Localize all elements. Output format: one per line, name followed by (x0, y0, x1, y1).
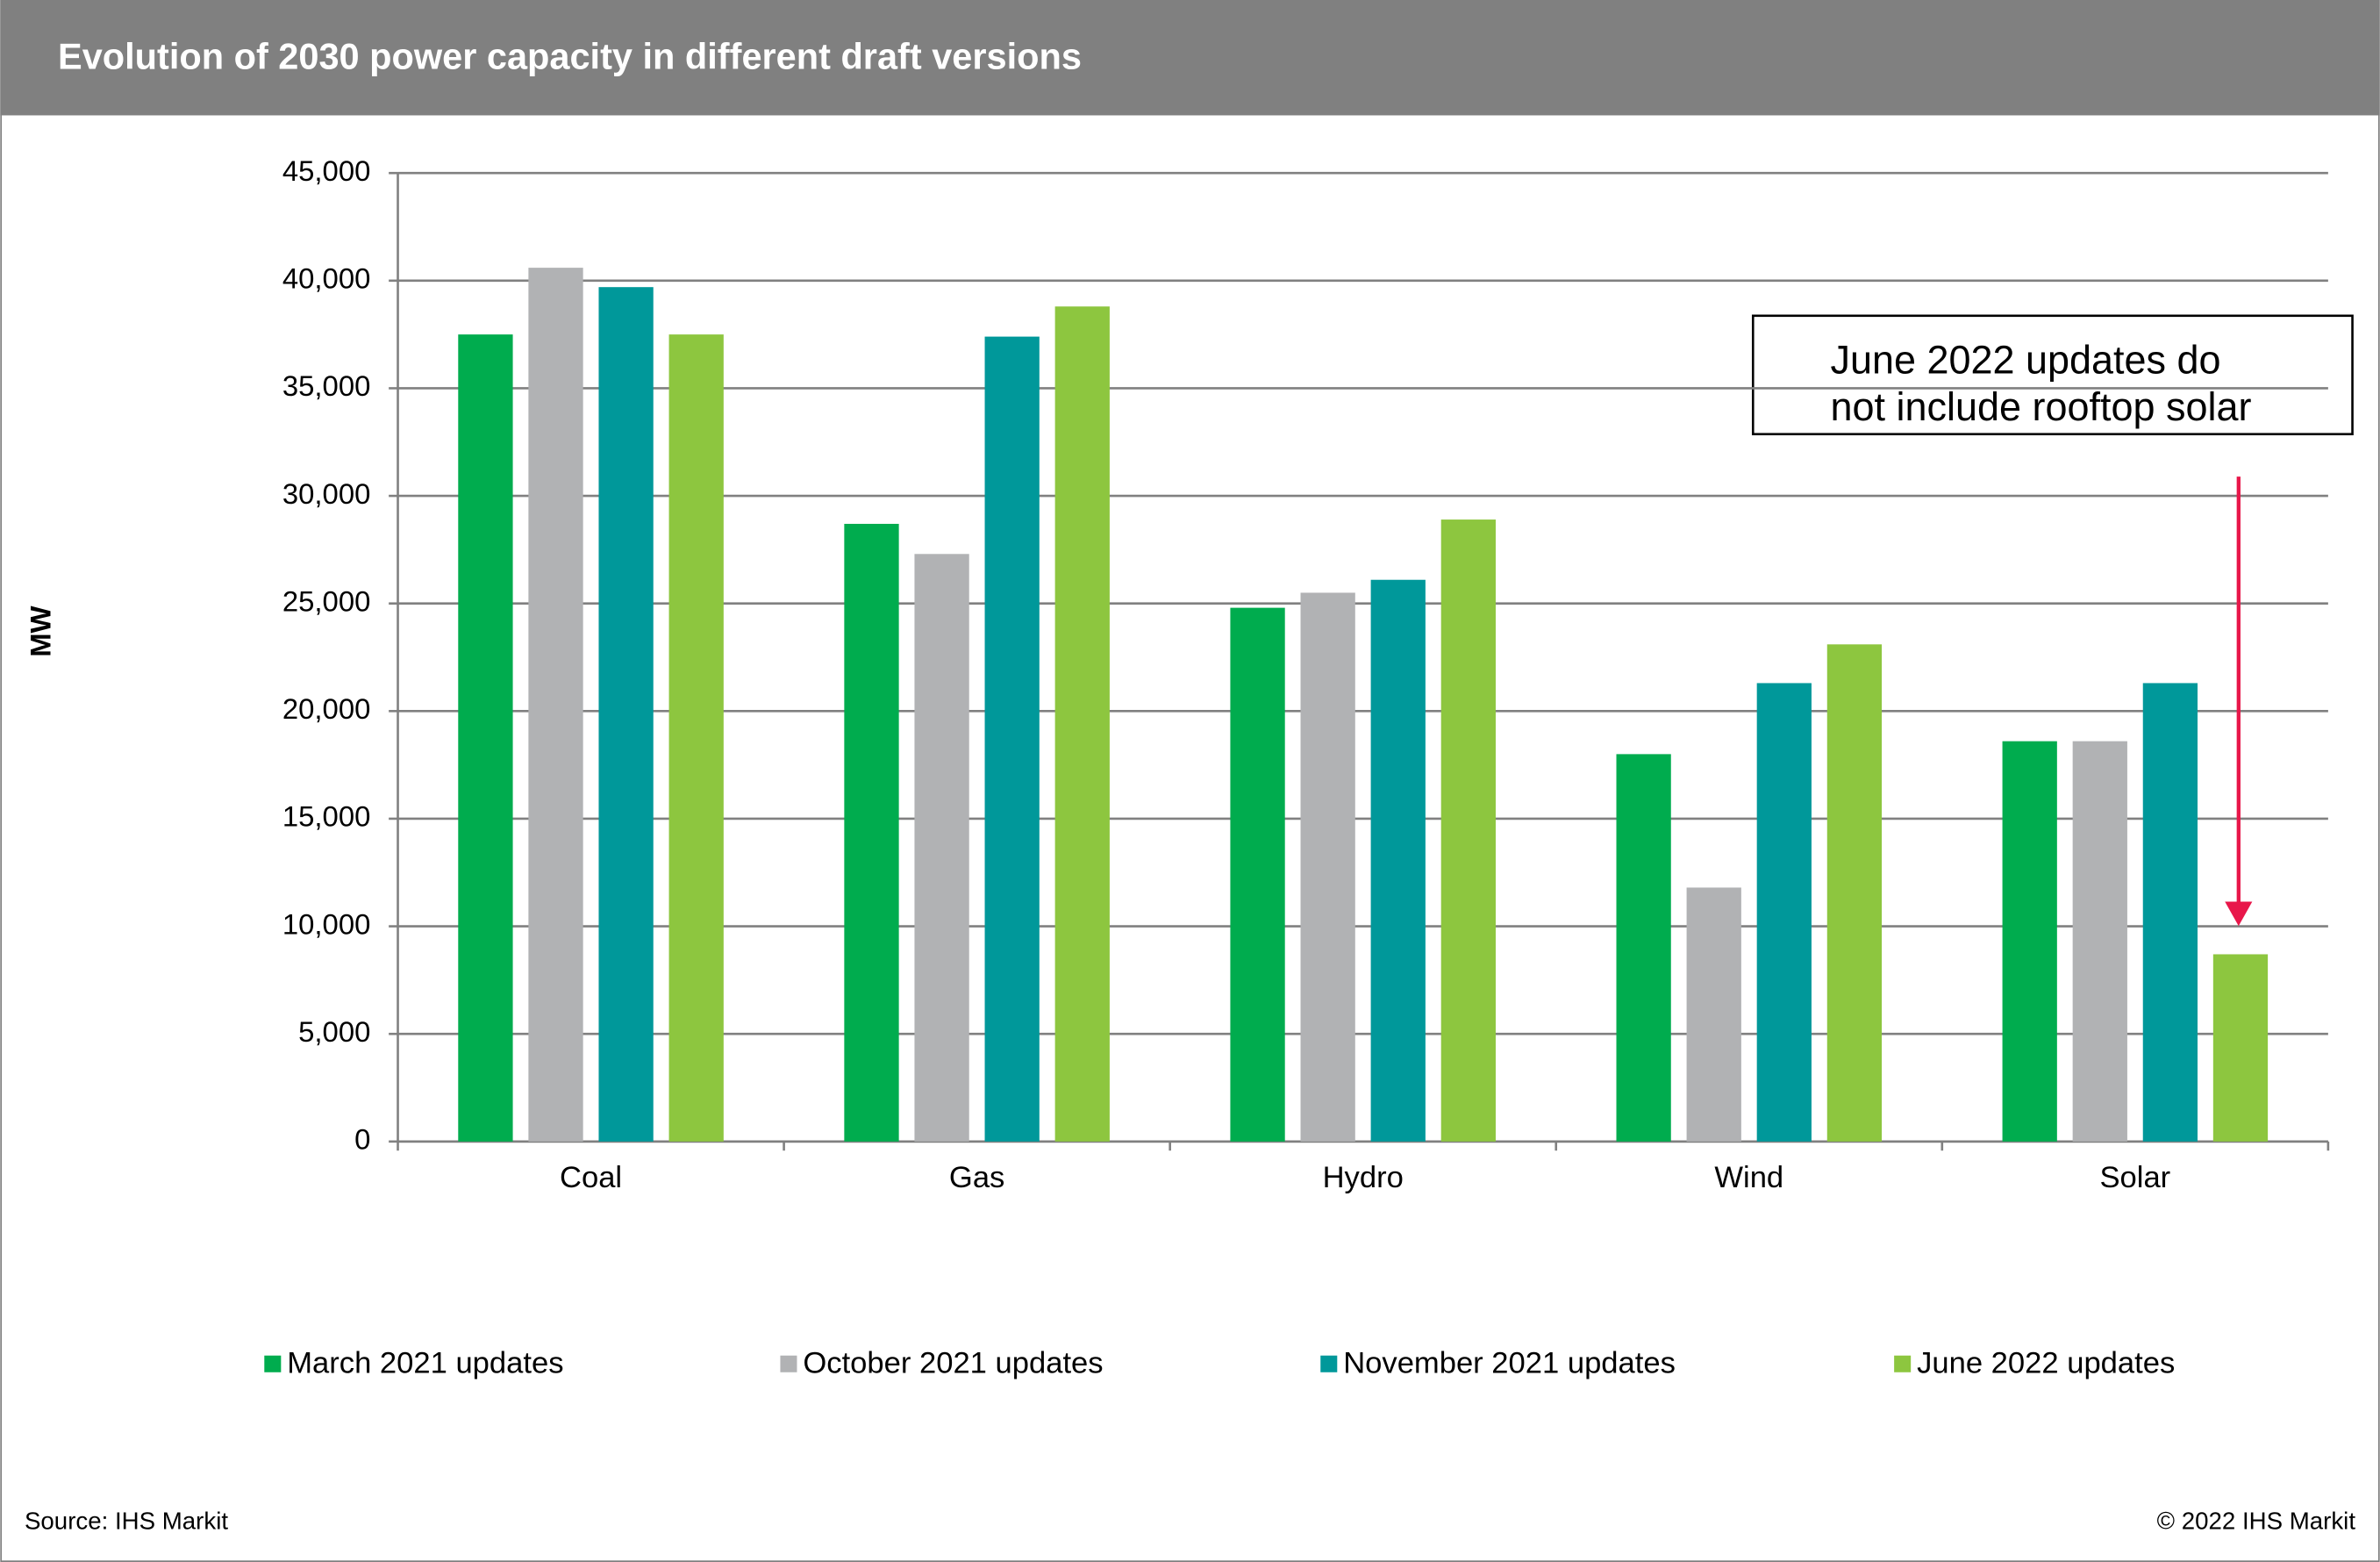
y-tick-label: 10,000 (282, 907, 371, 940)
x-tick-label: Wind (1714, 1161, 1783, 1194)
x-tick-label: Hydro (1323, 1161, 1404, 1194)
copyright: © 2022 IHS Markit (2157, 1507, 2356, 1534)
y-tick-label: 0 (354, 1123, 370, 1156)
bar (1826, 644, 1883, 1142)
bar (598, 287, 654, 1142)
y-tick-label: 25,000 (282, 584, 371, 617)
x-tick-label: Gas (949, 1161, 1004, 1194)
legend-swatch (780, 1355, 797, 1372)
y-tick-label: 45,000 (282, 154, 371, 187)
bar (1686, 887, 1741, 1142)
bar (2002, 741, 2057, 1142)
header (0, 0, 2380, 116)
y-tick-label: 20,000 (282, 692, 371, 725)
bar (2142, 683, 2198, 1142)
x-tick-label: Coal (560, 1161, 622, 1194)
bar (1756, 683, 1812, 1142)
legend-label: October 2021 updates (803, 1346, 1103, 1379)
x-tick-label: Solar (2099, 1161, 2170, 1194)
y-tick-label: 40,000 (282, 262, 371, 295)
bar (528, 268, 583, 1142)
bar (2212, 954, 2269, 1142)
legend-swatch (1894, 1355, 1912, 1372)
annotation: June 2022 updates do (1830, 337, 2220, 382)
y-tick-label: 15,000 (282, 800, 371, 833)
legend-label: November 2021 updates (1343, 1346, 1676, 1379)
legend-swatch (1320, 1355, 1338, 1372)
y-axis-label: MW (24, 605, 56, 656)
y-tick-label: 5,000 (298, 1015, 370, 1048)
bar (1616, 754, 1671, 1142)
bar (914, 554, 969, 1142)
legend-swatch (264, 1355, 282, 1372)
source: Source: IHS Markit (25, 1507, 228, 1534)
bar (844, 523, 899, 1142)
y-tick-label: 35,000 (282, 369, 371, 402)
bar (2072, 741, 2127, 1142)
bar (984, 336, 1040, 1142)
chart-title: Evolution of 2030 power capacity in diff… (58, 35, 1082, 76)
bar (668, 334, 724, 1142)
bar (1440, 519, 1496, 1142)
legend-label: June 2022 updates (1917, 1346, 2175, 1379)
annotation-arrowhead (2225, 901, 2253, 927)
legend-label: March 2021 updates (287, 1346, 563, 1379)
bar (1054, 306, 1110, 1142)
bar (1300, 592, 1355, 1142)
bar (458, 334, 513, 1142)
y-tick-label: 30,000 (282, 477, 371, 510)
annotation-box (1751, 314, 2354, 436)
bar (1230, 607, 1285, 1142)
annotation: not include rooftop solar (1830, 384, 2251, 429)
bar (1370, 579, 1426, 1142)
